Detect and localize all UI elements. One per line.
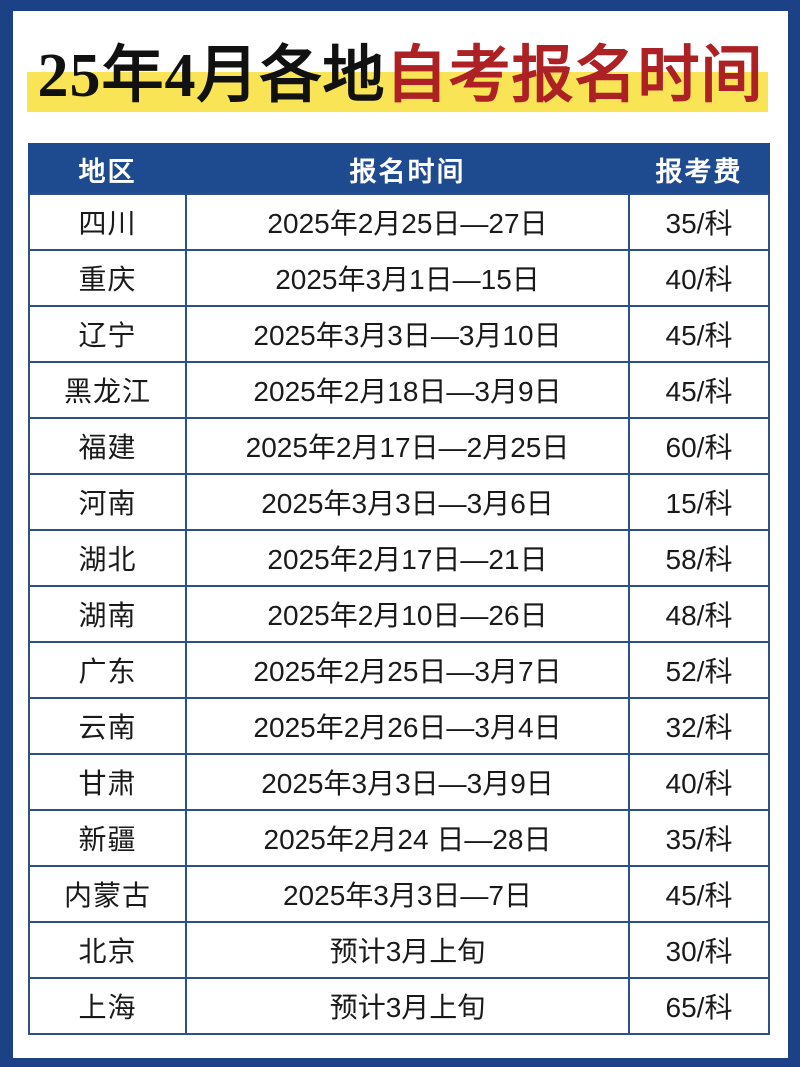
table-row: 云南 2025年2月26日—3月4日 32/科 bbox=[28, 697, 770, 755]
fee-cell: 48/科 bbox=[628, 585, 770, 643]
region-cell: 湖南 bbox=[28, 585, 187, 643]
fee-cell: 40/科 bbox=[628, 753, 770, 811]
region-cell: 辽宁 bbox=[28, 305, 187, 363]
region-cell: 湖北 bbox=[28, 529, 187, 587]
table-row: 新疆 2025年2月24 日—28日 35/科 bbox=[28, 809, 770, 867]
fee-cell: 65/科 bbox=[628, 977, 770, 1035]
time-cell: 预计3月上旬 bbox=[185, 921, 630, 979]
time-cell: 2025年3月3日—3月6日 bbox=[185, 473, 630, 531]
fee-cell: 58/科 bbox=[628, 529, 770, 587]
table-row: 广东 2025年2月25日—3月7日 52/科 bbox=[28, 641, 770, 699]
time-cell: 2025年3月1日—15日 bbox=[185, 249, 630, 307]
title-highlight-band bbox=[27, 72, 768, 112]
column-header-fee: 报考费 bbox=[628, 143, 770, 195]
time-cell: 2025年3月3日—3月9日 bbox=[185, 753, 630, 811]
time-cell: 2025年3月3日—3月10日 bbox=[185, 305, 630, 363]
table-row: 四川 2025年2月25日—27日 35/科 bbox=[28, 193, 770, 251]
region-cell: 北京 bbox=[28, 921, 187, 979]
table-row: 辽宁 2025年3月3日—3月10日 45/科 bbox=[28, 305, 770, 363]
time-cell: 2025年2月24 日—28日 bbox=[185, 809, 630, 867]
time-cell: 2025年2月10日—26日 bbox=[185, 585, 630, 643]
table-row: 重庆 2025年3月1日—15日 40/科 bbox=[28, 249, 770, 307]
page-title: 25年4月各地自考报名时间 bbox=[13, 45, 788, 107]
region-cell: 重庆 bbox=[28, 249, 187, 307]
region-cell: 上海 bbox=[28, 977, 187, 1035]
table-row: 甘肃 2025年3月3日—3月9日 40/科 bbox=[28, 753, 770, 811]
page-title-red-part: 自考报名时间 bbox=[385, 42, 764, 110]
time-cell: 2025年2月17日—21日 bbox=[185, 529, 630, 587]
fee-cell: 32/科 bbox=[628, 697, 770, 755]
content-panel: 25年4月各地自考报名时间 地区 报名时间 报考费 四川 2025年2月25日—2… bbox=[13, 11, 788, 1058]
fee-cell: 30/科 bbox=[628, 921, 770, 979]
region-cell: 四川 bbox=[28, 193, 187, 251]
fee-cell: 60/科 bbox=[628, 417, 770, 475]
time-cell: 2025年2月17日—2月25日 bbox=[185, 417, 630, 475]
column-header-region: 地区 bbox=[28, 143, 187, 195]
region-cell: 福建 bbox=[28, 417, 187, 475]
table-row: 河南 2025年3月3日—3月6日 15/科 bbox=[28, 473, 770, 531]
fee-cell: 15/科 bbox=[628, 473, 770, 531]
region-cell: 河南 bbox=[28, 473, 187, 531]
table-row: 上海 预计3月上旬 65/科 bbox=[28, 977, 770, 1035]
table-row: 湖北 2025年2月17日—21日 58/科 bbox=[28, 529, 770, 587]
fee-cell: 40/科 bbox=[628, 249, 770, 307]
table-row: 湖南 2025年2月10日—26日 48/科 bbox=[28, 585, 770, 643]
region-cell: 黑龙江 bbox=[28, 361, 187, 419]
time-cell: 2025年2月25日—3月7日 bbox=[185, 641, 630, 699]
table-row: 黑龙江 2025年2月18日—3月9日 45/科 bbox=[28, 361, 770, 419]
fee-cell: 52/科 bbox=[628, 641, 770, 699]
fee-cell: 35/科 bbox=[628, 809, 770, 867]
registration-table: 地区 报名时间 报考费 四川 2025年2月25日—27日 35/科 重庆 2025年3… bbox=[28, 143, 770, 1035]
time-cell: 2025年3月3日—7日 bbox=[185, 865, 630, 923]
table-header-row: 地区 报名时间 报考费 bbox=[28, 143, 770, 195]
time-cell: 2025年2月26日—3月4日 bbox=[185, 697, 630, 755]
region-cell: 广东 bbox=[28, 641, 187, 699]
fee-cell: 35/科 bbox=[628, 193, 770, 251]
time-cell: 2025年2月25日—27日 bbox=[185, 193, 630, 251]
region-cell: 内蒙古 bbox=[28, 865, 187, 923]
time-cell: 2025年2月18日—3月9日 bbox=[185, 361, 630, 419]
table-row: 北京 预计3月上旬 30/科 bbox=[28, 921, 770, 979]
time-cell: 预计3月上旬 bbox=[185, 977, 630, 1035]
table-row: 福建 2025年2月17日—2月25日 60/科 bbox=[28, 417, 770, 475]
fee-cell: 45/科 bbox=[628, 865, 770, 923]
fee-cell: 45/科 bbox=[628, 361, 770, 419]
fee-cell: 45/科 bbox=[628, 305, 770, 363]
page-title-black-part: 25年4月各地 bbox=[37, 42, 386, 110]
table-row: 内蒙古 2025年3月3日—7日 45/科 bbox=[28, 865, 770, 923]
region-cell: 云南 bbox=[28, 697, 187, 755]
region-cell: 新疆 bbox=[28, 809, 187, 867]
column-header-time: 报名时间 bbox=[185, 143, 630, 195]
region-cell: 甘肃 bbox=[28, 753, 187, 811]
